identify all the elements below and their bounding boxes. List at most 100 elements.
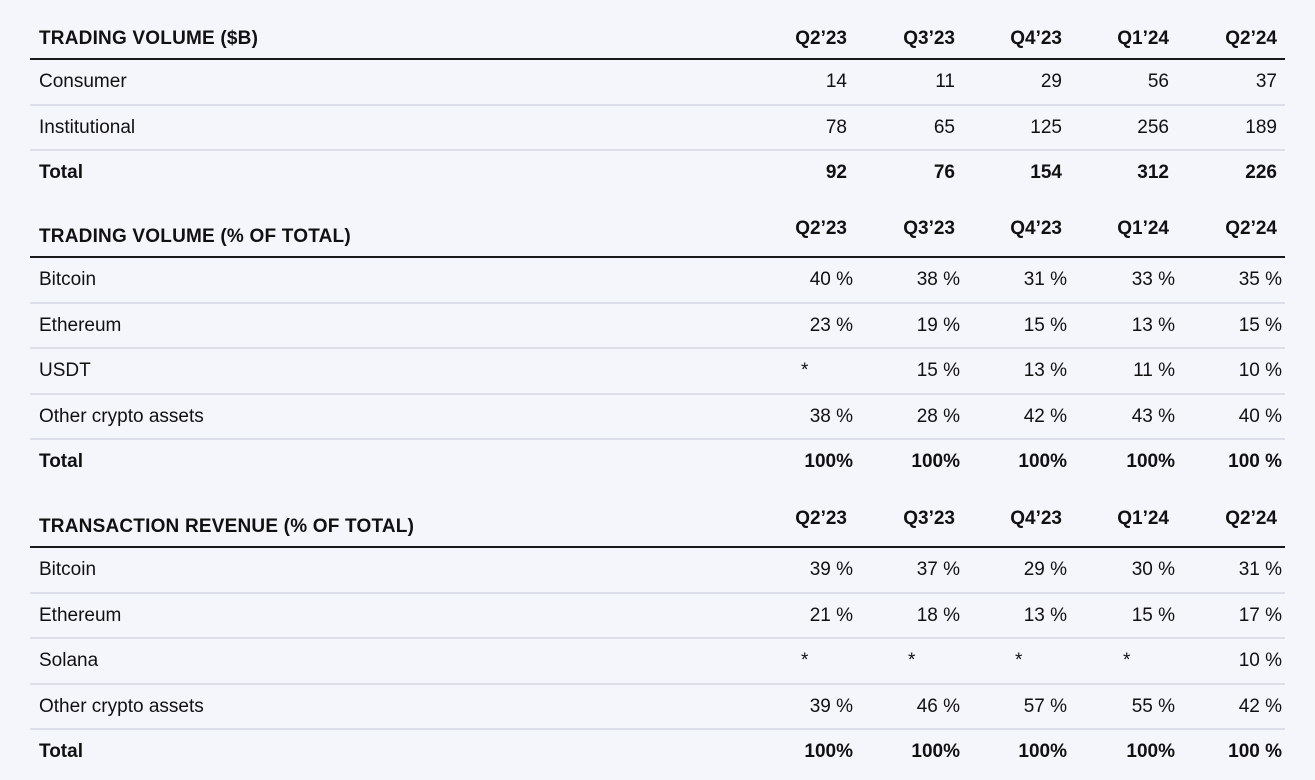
column-header: Q4’23 bbox=[1010, 28, 1062, 49]
column-header: Q2’24 bbox=[1225, 218, 1277, 239]
table-cell: 13 % bbox=[1131, 314, 1175, 336]
row-label: Total bbox=[39, 451, 83, 472]
table-row: Institutional 78 65 125 256 189 bbox=[30, 103, 1285, 150]
table-cell: 100 % bbox=[1228, 451, 1282, 472]
table-cell: 30 % bbox=[1131, 559, 1175, 580]
table-cell: 154 bbox=[1030, 162, 1062, 183]
table-title: TRADING VOLUME (% OF TOTAL) bbox=[39, 226, 351, 247]
table-cell: 42 % bbox=[1023, 405, 1067, 427]
table-cell: 33 % bbox=[1131, 269, 1175, 290]
table-row: Bitcoin 40 % 38 % 31 % 33 % 35 % bbox=[30, 256, 1285, 302]
table-cell: 31 % bbox=[1238, 559, 1282, 580]
table-header: TRADING VOLUME ($B) Q2’23 Q3’23 Q4’23 Q1… bbox=[30, 8, 1285, 58]
table-cell: 55 % bbox=[1131, 695, 1175, 717]
column-header: Q3’23 bbox=[903, 28, 955, 49]
transaction-revenue-pct-table: TRANSACTION REVENUE (% OF TOTAL) Q2’23 Q… bbox=[30, 496, 1285, 774]
table-cell: 125 bbox=[1030, 116, 1062, 138]
column-header: Q2’23 bbox=[795, 218, 847, 239]
table-cell: 37 bbox=[1255, 71, 1277, 92]
table-cell: 92 bbox=[825, 162, 847, 183]
table-row: Ethereum 23 % 19 % 15 % 13 % 15 % bbox=[30, 301, 1285, 348]
column-header: Q2’23 bbox=[795, 508, 847, 529]
table-cell: 43 % bbox=[1131, 405, 1175, 427]
table-cell: 38 % bbox=[916, 269, 960, 290]
table-row: Consumer 14 11 29 56 37 bbox=[30, 58, 1285, 104]
table-title: TRANSACTION REVENUE (% OF TOTAL) bbox=[39, 516, 415, 537]
table-cell: 100% bbox=[1018, 741, 1067, 762]
table-row: Bitcoin 39 % 37 % 29 % 30 % 31 % bbox=[30, 546, 1285, 592]
column-header: Q4’23 bbox=[1010, 218, 1062, 239]
table-cell: 100% bbox=[804, 451, 853, 472]
table-row: Solana * * * * 10 % bbox=[30, 637, 1285, 683]
table-cell: * bbox=[801, 650, 809, 671]
table-cell: 226 bbox=[1245, 162, 1277, 183]
column-header: Q3’23 bbox=[903, 508, 955, 529]
row-label: Bitcoin bbox=[39, 559, 97, 580]
total-row: Total 92 76 154 312 226 bbox=[30, 149, 1285, 195]
table-cell: 11 bbox=[935, 71, 955, 92]
table-cell: 15 % bbox=[1238, 314, 1282, 336]
table-row: Other crypto assets 39 % 46 % 57 % 55 % … bbox=[30, 682, 1285, 729]
table-cell: 100% bbox=[1126, 451, 1175, 472]
column-header: Q2’24 bbox=[1225, 28, 1277, 49]
table-cell: 100% bbox=[804, 741, 853, 762]
trading-volume-table: TRADING VOLUME ($B) Q2’23 Q3’23 Q4’23 Q1… bbox=[30, 8, 1285, 195]
table-cell: 40 % bbox=[1238, 405, 1282, 427]
table-cell: 57 % bbox=[1023, 695, 1067, 717]
table-cell: 17 % bbox=[1238, 604, 1282, 626]
table-cell: 100% bbox=[911, 741, 960, 762]
table-cell: 65 bbox=[933, 116, 955, 138]
table-cell: 37 % bbox=[916, 559, 960, 580]
column-header: Q2’23 bbox=[795, 28, 847, 49]
table-row: Ethereum 21 % 18 % 13 % 15 % 17 % bbox=[30, 591, 1285, 638]
table-cell: 13 % bbox=[1023, 604, 1067, 626]
table-cell: 15 % bbox=[1131, 604, 1175, 626]
row-label: USDT bbox=[39, 360, 91, 381]
table-cell: 39 % bbox=[809, 695, 853, 717]
table-cell: * bbox=[1123, 650, 1131, 671]
table-cell: 100% bbox=[911, 451, 960, 472]
table-row: USDT * 15 % 13 % 11 % 10 % bbox=[30, 347, 1285, 393]
table-cell: 10 % bbox=[1238, 360, 1282, 381]
table-cell: * bbox=[801, 360, 809, 381]
table-row: Other crypto assets 38 % 28 % 42 % 43 % … bbox=[30, 392, 1285, 439]
table-title: TRADING VOLUME ($B) bbox=[39, 28, 259, 49]
column-header: Q2’24 bbox=[1225, 508, 1277, 529]
total-row: Total 100% 100% 100% 100% 100 % bbox=[30, 728, 1285, 774]
table-cell: 100 % bbox=[1228, 741, 1282, 762]
table-cell: 31 % bbox=[1023, 269, 1067, 290]
table-cell: 42 % bbox=[1238, 695, 1282, 717]
table-cell: 40 % bbox=[809, 269, 853, 290]
table-cell: 14 bbox=[825, 71, 847, 92]
column-header: Q1’24 bbox=[1117, 508, 1169, 529]
column-header: Q1’24 bbox=[1117, 218, 1169, 239]
column-header: Q4’23 bbox=[1010, 508, 1062, 529]
total-row: Total 100% 100% 100% 100% 100 % bbox=[30, 438, 1285, 484]
row-label: Ethereum bbox=[39, 314, 122, 336]
row-label: Total bbox=[39, 741, 83, 762]
table-cell: 189 bbox=[1245, 116, 1277, 138]
table-cell: 29 bbox=[1040, 71, 1062, 92]
row-label: Ethereum bbox=[39, 604, 122, 626]
table-cell: 13 % bbox=[1023, 360, 1067, 381]
column-header: Q3’23 bbox=[903, 218, 955, 239]
table-cell: 256 bbox=[1137, 116, 1169, 138]
table-cell: 29 % bbox=[1023, 559, 1067, 580]
column-header: Q1’24 bbox=[1117, 28, 1169, 49]
table-cell: 10 % bbox=[1238, 650, 1282, 671]
row-label: Bitcoin bbox=[39, 269, 97, 290]
table-cell: 100% bbox=[1126, 741, 1175, 762]
row-label: Consumer bbox=[39, 71, 127, 92]
row-label: Other crypto assets bbox=[39, 405, 204, 427]
table-cell: * bbox=[908, 650, 916, 671]
table-cell: 312 bbox=[1137, 162, 1169, 183]
table-cell: 28 % bbox=[916, 405, 960, 427]
table-cell: 11 % bbox=[1133, 360, 1175, 381]
table-header: TRANSACTION REVENUE (% OF TOTAL) Q2’23 Q… bbox=[30, 496, 1285, 546]
table-cell: 56 bbox=[1147, 71, 1169, 92]
row-label: Institutional bbox=[39, 116, 136, 138]
table-cell: 23 % bbox=[809, 314, 853, 336]
table-cell: 18 % bbox=[916, 604, 960, 626]
trading-volume-pct-table: TRADING VOLUME (% OF TOTAL) Q2’23 Q3’23 … bbox=[30, 206, 1285, 484]
table-cell: 100% bbox=[1018, 451, 1067, 472]
